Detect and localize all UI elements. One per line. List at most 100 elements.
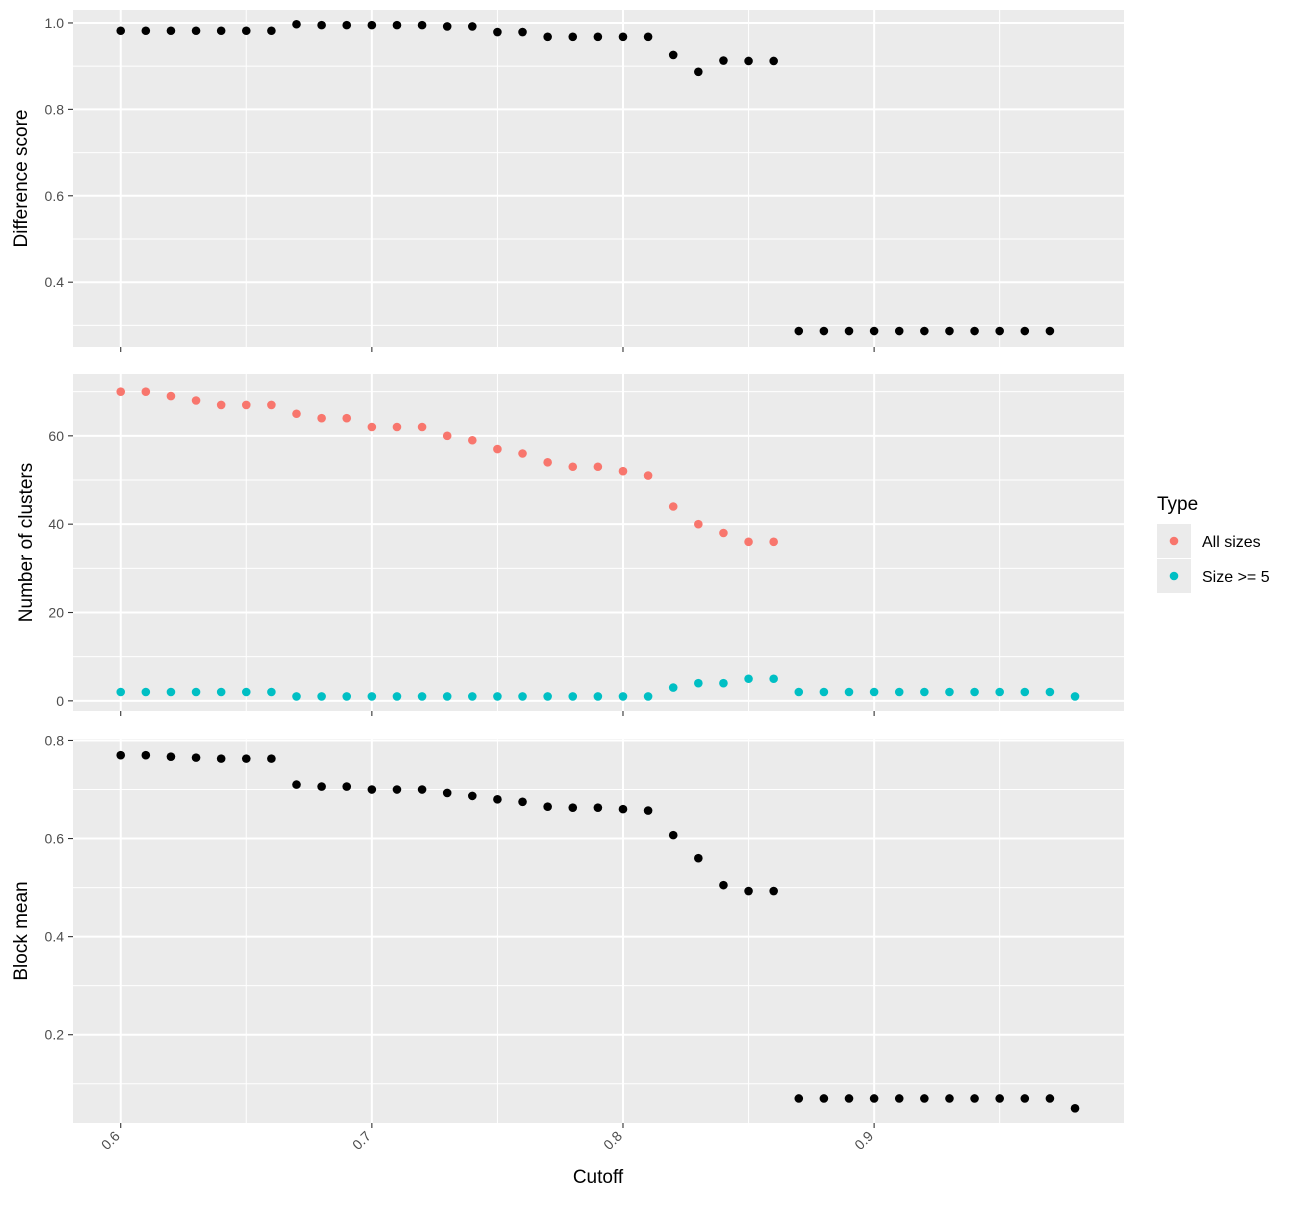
panel-1-series-1-point bbox=[116, 26, 126, 36]
panel-1-series-1-point bbox=[317, 20, 326, 30]
panel-1-series-1-point bbox=[1020, 326, 1030, 336]
panel-1-series-1-point bbox=[543, 32, 552, 42]
panel-2-size-5-point bbox=[342, 692, 352, 701]
panel-1-series-1-point bbox=[618, 32, 628, 42]
panel-3-series-1-point bbox=[794, 1094, 804, 1103]
panel-1-series-1-point bbox=[468, 22, 477, 31]
panel-2-all-sizes-point bbox=[392, 422, 402, 432]
panel-3-y-axis-title: Block mean bbox=[11, 881, 32, 980]
panel-1-series-1-point bbox=[819, 326, 829, 336]
panel-1-y-axis-title: Difference score bbox=[11, 110, 32, 248]
panel-3-series-1-point bbox=[894, 1094, 904, 1103]
panel-2-all-sizes-point bbox=[417, 422, 427, 432]
legend-label-all-sizes: All sizes bbox=[1202, 534, 1261, 551]
panel-2-size-5-point bbox=[216, 687, 226, 697]
panel-3-y-tick-label: 0.4 bbox=[45, 929, 65, 945]
panel-1-series-1-point bbox=[995, 326, 1004, 336]
panel-3-series-1-point bbox=[819, 1094, 829, 1103]
panel-2-all-sizes-point bbox=[292, 409, 301, 419]
panel-2-size-5-point bbox=[367, 692, 377, 701]
legend-label-size-ge-5: Size >= 5 bbox=[1202, 569, 1270, 586]
gridlines bbox=[73, 10, 1124, 1123]
panel-1-series-1-point bbox=[342, 20, 352, 30]
panel-2-size-5-point bbox=[970, 687, 979, 697]
panel-3-background bbox=[73, 739, 1124, 1123]
panel-3-series-1-point bbox=[468, 791, 477, 801]
panel-2-size-5-point bbox=[920, 687, 929, 697]
panel-3-series-1-point bbox=[668, 830, 678, 840]
panel-2-size-5-point bbox=[869, 687, 879, 697]
panel-2-y-tick-label: 0 bbox=[56, 693, 64, 709]
panel-2-size-5-point bbox=[995, 687, 1004, 697]
panel-3-series-1-point bbox=[568, 803, 578, 812]
panel-2-all-sizes-point bbox=[191, 396, 201, 405]
panel-1-series-1-point bbox=[694, 67, 703, 77]
panel-2-all-sizes-point bbox=[166, 391, 176, 401]
panel-1-series-1-point bbox=[518, 27, 527, 37]
panel-2-size-5-point bbox=[844, 687, 854, 697]
panel-3-series-1-point bbox=[292, 780, 301, 789]
panel-1-series-1-point bbox=[417, 20, 427, 30]
panel-3-series-1-point bbox=[920, 1094, 929, 1103]
panel-1-y-tick-label: 0.4 bbox=[45, 274, 65, 290]
panel-3-series-1-point bbox=[618, 804, 628, 814]
panel-3-series-1-point bbox=[367, 785, 377, 794]
panel-1-background bbox=[73, 10, 1124, 347]
panel-3-series-1-point bbox=[493, 795, 502, 804]
panel-3-series-1-point bbox=[317, 782, 326, 791]
panel-3-series-1-point bbox=[593, 803, 603, 812]
panel-2-all-sizes-point bbox=[518, 449, 527, 458]
panel-1-series-1-point bbox=[794, 326, 804, 336]
panel-3-series-1-point bbox=[744, 886, 753, 896]
x-axis-title: Cutoff bbox=[573, 1167, 624, 1188]
panel-2-size-5-point bbox=[166, 687, 176, 697]
panel-2-size-5-point bbox=[719, 678, 728, 688]
panel-1-series-1-point bbox=[141, 26, 151, 36]
panel-3-series-1-point bbox=[1045, 1094, 1055, 1103]
panel-1-series-1-point bbox=[643, 32, 653, 42]
panel-1-series-1-point bbox=[719, 56, 728, 65]
panel-1-series-1-point bbox=[869, 326, 879, 336]
panel-1-series-1-point bbox=[241, 26, 251, 36]
panel-2-size-5-point bbox=[1070, 692, 1080, 701]
legend-title: Type bbox=[1157, 494, 1198, 515]
panel-2-size-5-point bbox=[518, 692, 527, 701]
panel-3-series-1-point bbox=[970, 1094, 979, 1103]
x-tick-label: 0.6 bbox=[98, 1128, 123, 1153]
panel-3-series-1-point bbox=[869, 1094, 879, 1103]
panel-3-series-1-point bbox=[417, 785, 427, 794]
legend: Type All sizes Size >= 5 bbox=[1157, 494, 1270, 593]
panel-2-size-5-point bbox=[1020, 687, 1030, 697]
legend-marker-all-sizes bbox=[1169, 536, 1179, 546]
panel-2-all-sizes-point bbox=[769, 537, 778, 547]
panel-2-all-sizes-point bbox=[568, 462, 578, 472]
panel-3-series-1-point bbox=[643, 806, 653, 815]
panel-3-series-1-point bbox=[342, 782, 352, 791]
panel-2-y-tick-label: 60 bbox=[48, 428, 64, 444]
panel-1-series-1-point bbox=[568, 32, 578, 42]
panel-2-all-sizes-point bbox=[116, 387, 126, 396]
panel-1-y-tick-label: 0.8 bbox=[45, 101, 65, 117]
panel-2-all-sizes-point bbox=[317, 413, 326, 423]
panel-2-all-sizes-point bbox=[593, 462, 603, 472]
panel-1-series-1-point bbox=[292, 19, 301, 29]
panel-3-y-tick-label: 0.8 bbox=[45, 732, 65, 748]
panel-2-all-sizes-point bbox=[468, 435, 477, 445]
panel-2-size-5-point bbox=[593, 692, 603, 701]
panel-2-size-5-point bbox=[819, 687, 829, 697]
panel-3-series-1-point bbox=[694, 853, 703, 863]
panel-2-size-5-point bbox=[769, 674, 778, 684]
panel-3-series-1-point bbox=[392, 785, 402, 794]
panel-1-series-1-point bbox=[493, 27, 502, 37]
panel-1-series-1-point bbox=[769, 56, 778, 66]
panel-backgrounds bbox=[73, 10, 1124, 1123]
panel-3-series-1-point bbox=[995, 1094, 1004, 1103]
panel-1-series-1-point bbox=[945, 326, 954, 336]
panel-2-all-sizes-point bbox=[141, 387, 151, 396]
panel-3-series-1-point bbox=[844, 1094, 854, 1103]
axes: 0.4 0.6 0.8 1.0 Difference score 0 20 40 60 Numbe… bbox=[11, 15, 876, 1153]
panel-2-all-sizes-point bbox=[719, 528, 728, 538]
panel-1-series-1-point bbox=[392, 20, 402, 30]
